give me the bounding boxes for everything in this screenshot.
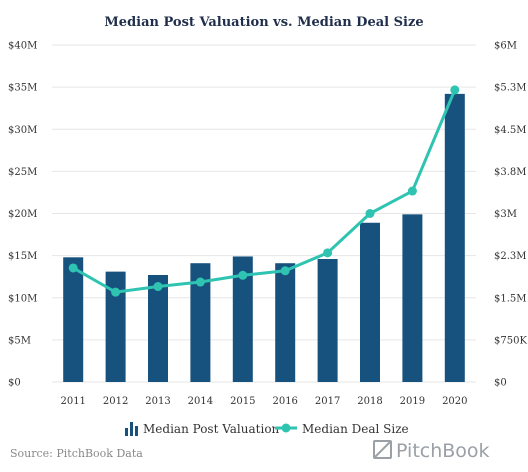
y-left-tick-label: $0 xyxy=(8,378,21,389)
line-point xyxy=(238,270,248,280)
y-left-tick-label: $15M xyxy=(8,251,37,262)
bar-chart-icon xyxy=(125,422,138,436)
x-tick-label: 2015 xyxy=(230,396,255,407)
line-point xyxy=(450,85,460,95)
y-left-tick-label: $40M xyxy=(8,41,37,52)
line-point xyxy=(68,263,78,273)
bar xyxy=(317,258,338,382)
bar xyxy=(190,263,211,382)
left-axis: $0 $5M $10M $15M $20M $25M $30M $35M $40M xyxy=(8,41,37,389)
legend-item-line: Median Deal Size xyxy=(275,422,409,436)
pitchbook-wordmark: PitchBook xyxy=(396,440,490,462)
bar xyxy=(63,257,84,382)
x-axis: 2011 2012 2013 2014 2015 2016 2017 2018 2019 2020 xyxy=(60,396,467,407)
legend-label-line: Median Deal Size xyxy=(302,422,409,436)
y-right-tick-label: $3.8M xyxy=(494,167,527,178)
y-right-tick-label: $5.3M xyxy=(494,83,527,94)
x-tick-label: 2014 xyxy=(188,396,213,407)
chart-title: Median Post Valuation vs. Median Deal Si… xyxy=(104,15,423,30)
line-point xyxy=(111,287,121,297)
x-tick-label: 2018 xyxy=(357,396,382,407)
bar xyxy=(360,222,380,382)
line-point xyxy=(323,248,333,258)
y-right-tick-label: $4.5M xyxy=(494,125,527,136)
line-point xyxy=(407,186,417,196)
bar xyxy=(232,256,253,382)
y-right-tick-label: $1.5M xyxy=(494,293,527,304)
x-tick-label: 2019 xyxy=(400,396,425,407)
line-marker-icon xyxy=(275,423,297,433)
legend: Median Post Valuation Median Deal Size xyxy=(125,422,409,436)
bar-series xyxy=(63,93,465,383)
x-tick-label: 2011 xyxy=(60,396,85,407)
y-left-tick-label: $5M xyxy=(8,335,31,346)
x-tick-label: 2016 xyxy=(272,396,297,407)
y-left-tick-label: $25M xyxy=(8,167,37,178)
line-series xyxy=(68,85,460,297)
x-tick-label: 2020 xyxy=(442,396,467,407)
y-left-tick-label: $10M xyxy=(8,293,37,304)
line-path xyxy=(72,89,457,294)
bar xyxy=(105,271,126,382)
legend-item-bar: Median Post Valuation xyxy=(125,422,280,436)
y-left-tick-label: $30M xyxy=(8,125,37,136)
y-right-tick-label: $2.3M xyxy=(494,251,527,262)
y-right-tick-label: $3M xyxy=(494,209,517,220)
bar xyxy=(402,214,423,382)
y-left-tick-label: $35M xyxy=(8,83,37,94)
legend-label-bar: Median Post Valuation xyxy=(143,422,280,436)
y-right-tick-label: $6M xyxy=(494,41,517,52)
x-tick-label: 2017 xyxy=(315,396,340,407)
line-point xyxy=(280,266,290,276)
line-point xyxy=(153,282,163,292)
y-left-tick-label: $20M xyxy=(8,209,37,220)
x-tick-label: 2013 xyxy=(145,396,170,407)
bar xyxy=(148,275,168,382)
y-right-tick-label: $750K xyxy=(494,335,527,346)
line-point xyxy=(365,209,375,218)
bar xyxy=(444,93,465,383)
source-note: Source: PitchBook Data xyxy=(10,447,143,460)
pitchbook-mark-icon xyxy=(373,440,392,459)
pitchbook-logo: PitchBook xyxy=(373,440,490,462)
x-tick-label: 2012 xyxy=(103,396,128,407)
bar xyxy=(275,263,296,382)
line-point xyxy=(195,277,205,287)
y-right-tick-label: $0 xyxy=(494,378,507,389)
right-axis: $0 $750K $1.5M $2.3M $3M $3.8M $4.5M $5.3M $6M xyxy=(494,41,527,389)
